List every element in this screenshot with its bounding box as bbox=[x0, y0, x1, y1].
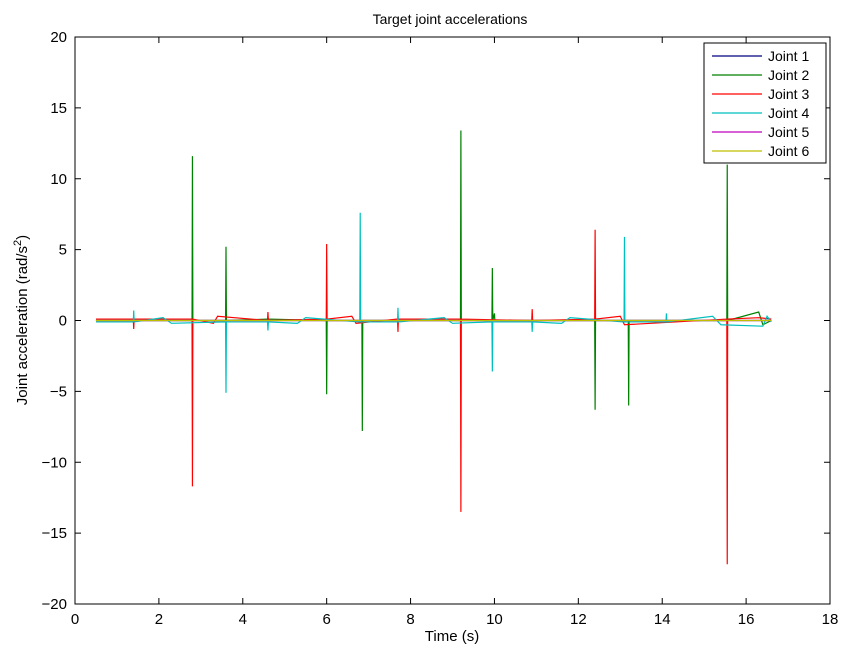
chart-title: Target joint accelerations bbox=[373, 11, 528, 27]
y-axis-label: Joint acceleration (rad/s2) bbox=[12, 235, 31, 405]
x-tick-label: 4 bbox=[239, 611, 247, 628]
legend-label: Joint 4 bbox=[768, 105, 809, 121]
y-tick-label: −15 bbox=[42, 525, 67, 542]
legend-box bbox=[703, 42, 827, 164]
legend-label: Joint 6 bbox=[768, 143, 809, 159]
x-tick-label: 0 bbox=[71, 611, 79, 628]
x-tick-label: 16 bbox=[738, 611, 755, 628]
x-tick-label: 18 bbox=[822, 611, 839, 628]
x-tick-label: 6 bbox=[322, 611, 330, 628]
x-axis-label: Time (s) bbox=[425, 628, 479, 645]
tick-labels: 0 2 4 6 8 10 12 14 16 18 −20 −15 −10 −5 0 5 10 15 20 bbox=[42, 29, 839, 628]
x-tick-label: 10 bbox=[486, 611, 503, 628]
y-tick-label: 15 bbox=[50, 100, 67, 117]
legend: Joint 1 Joint 2 Joint 3 Joint 4 Joint 5 Joint… bbox=[703, 42, 827, 164]
x-tick-label: 12 bbox=[570, 611, 587, 628]
x-tick-label: 2 bbox=[155, 611, 163, 628]
legend-label: Joint 5 bbox=[768, 124, 809, 140]
axis-ticks bbox=[74, 36, 831, 605]
series-line-joint-4 bbox=[95, 212, 772, 393]
legend-label: Joint 3 bbox=[768, 86, 809, 102]
x-tick-label: 8 bbox=[406, 611, 414, 628]
series-line-joint-3 bbox=[95, 229, 772, 565]
y-tick-label: 20 bbox=[50, 29, 67, 46]
y-tick-label: 5 bbox=[59, 242, 67, 259]
y-tick-label: −10 bbox=[42, 454, 67, 471]
x-tick-label: 14 bbox=[654, 611, 671, 628]
y-tick-label: −5 bbox=[50, 383, 67, 400]
y-tick-label: 0 bbox=[59, 313, 67, 330]
y-tick-label: 10 bbox=[50, 171, 67, 188]
series-group bbox=[95, 130, 772, 565]
y-tick-label: −20 bbox=[42, 596, 67, 613]
legend-label: Joint 2 bbox=[768, 67, 809, 83]
legend-label: Joint 1 bbox=[768, 48, 809, 64]
